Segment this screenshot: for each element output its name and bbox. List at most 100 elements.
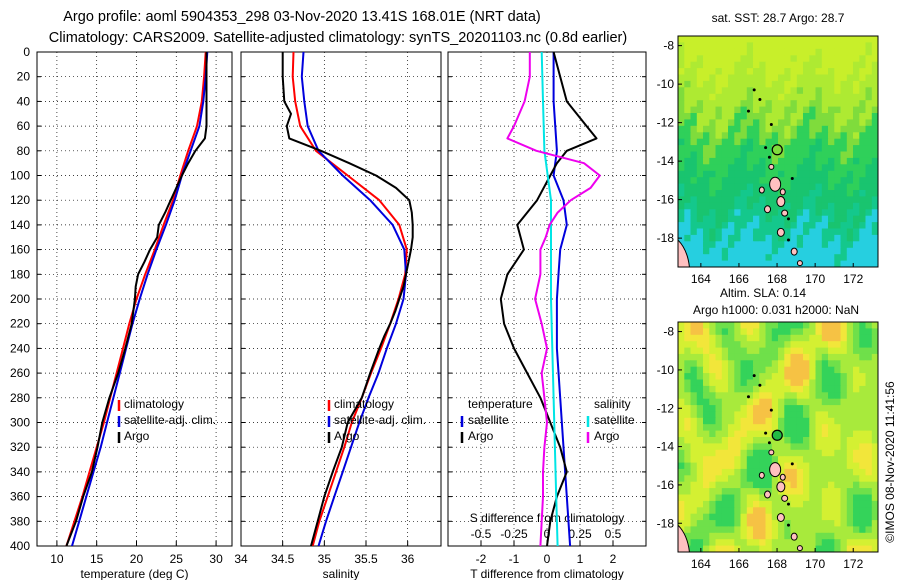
- map-cell: [821, 228, 829, 236]
- map-cell: [778, 80, 785, 88]
- map-cell: [853, 468, 860, 476]
- map-cell: [784, 190, 792, 197]
- map-cell: [771, 93, 779, 101]
- map-cell: [809, 74, 817, 82]
- map-cell: [871, 42, 878, 50]
- map-cell: [853, 373, 860, 381]
- map-cell: [746, 392, 754, 400]
- map-cell: [828, 347, 835, 355]
- map-cell: [815, 385, 823, 393]
- map-cell: [765, 183, 773, 191]
- map-cell: [859, 106, 867, 114]
- map-cell: [865, 260, 873, 267]
- map-cell: [690, 500, 698, 508]
- map-cell: [703, 209, 710, 217]
- map-cell: [784, 100, 792, 108]
- map-cell: [815, 80, 823, 88]
- map-cell: [709, 366, 717, 374]
- map-cell: [821, 468, 829, 476]
- map-cell: [753, 132, 760, 140]
- map-cell: [796, 106, 804, 114]
- map-cell: [790, 520, 798, 528]
- map-cell: [753, 334, 760, 342]
- map-cell: [746, 145, 754, 153]
- map-cell: [690, 247, 698, 255]
- map-cell: [721, 392, 729, 400]
- map-cell: [765, 247, 773, 255]
- map-cell: [753, 125, 760, 133]
- map-cell: [815, 488, 823, 496]
- map-cell: [790, 68, 798, 76]
- map-cell: [853, 411, 860, 419]
- map-cell: [778, 366, 785, 374]
- map-cell: [840, 392, 848, 400]
- map-cell: [796, 93, 804, 101]
- map-cell: [871, 475, 878, 483]
- map-cell: [809, 157, 817, 165]
- map-cell: [859, 247, 867, 255]
- map-cell: [803, 545, 810, 552]
- map-cell: [765, 113, 773, 120]
- map-cell: [784, 106, 792, 114]
- map-cell: [784, 424, 792, 432]
- islet: [786, 238, 790, 242]
- map-cell: [784, 507, 792, 515]
- map-cell: [703, 113, 710, 120]
- map-cell: [828, 385, 835, 393]
- map-cell: [703, 526, 710, 534]
- map-cell: [821, 488, 829, 496]
- map-cell: [765, 513, 773, 521]
- map-cell: [746, 347, 754, 355]
- map-cell: [796, 247, 804, 255]
- map-cell: [678, 74, 685, 82]
- y-tick-label: 180: [10, 267, 30, 281]
- map-cell: [859, 100, 867, 108]
- map-cell: [796, 42, 804, 50]
- map-cell: [678, 379, 685, 387]
- map-cell: [803, 196, 810, 204]
- map-cell: [728, 424, 735, 432]
- map-cell: [796, 164, 804, 172]
- map-cell: [859, 424, 867, 432]
- map-cell: [853, 520, 860, 528]
- y-tick-label: 100: [10, 169, 30, 183]
- map-cell: [765, 545, 773, 552]
- map-cell: [796, 392, 804, 400]
- map-cell: [703, 513, 710, 521]
- map-cell: [771, 48, 779, 56]
- map-cell: [859, 437, 867, 444]
- map-cell: [684, 532, 692, 540]
- map-cell: [765, 74, 773, 82]
- map-cell: [759, 74, 767, 82]
- map-cell: [759, 106, 767, 114]
- map-cell: [690, 373, 698, 381]
- map-cell: [740, 61, 748, 69]
- map-cell: [859, 449, 867, 457]
- island: [764, 490, 772, 499]
- y-tick-label: 320: [10, 440, 30, 454]
- map-cell: [721, 494, 729, 502]
- map-cell: [796, 334, 804, 342]
- map-cell: [709, 164, 717, 172]
- map-cell: [796, 507, 804, 515]
- map-cell: [721, 411, 729, 419]
- map-cell: [821, 55, 829, 63]
- map-cell: [690, 456, 698, 464]
- map-cell: [840, 545, 848, 552]
- map-cell: [684, 411, 692, 419]
- map-cell: [703, 106, 710, 114]
- map-cell: [684, 42, 692, 50]
- x-tick-label: 10: [50, 552, 64, 566]
- map-cell: [778, 520, 785, 528]
- map-cell: [834, 405, 842, 413]
- map-cell: [796, 500, 804, 508]
- map-cell: [690, 151, 698, 159]
- map-cell: [728, 36, 735, 43]
- map-cell: [778, 424, 785, 432]
- map-cell: [759, 481, 767, 489]
- map-cell: [790, 545, 798, 552]
- map-cell: [771, 405, 779, 413]
- map-cell: [853, 164, 860, 172]
- map-cell: [871, 353, 878, 361]
- map-cell: [840, 68, 848, 76]
